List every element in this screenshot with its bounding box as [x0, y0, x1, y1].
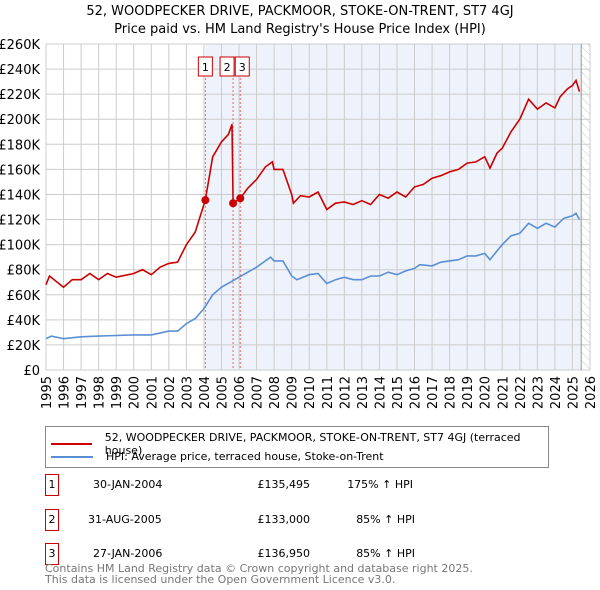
y-tick-label: £220K	[0, 88, 40, 103]
x-tick-label: 2001	[145, 376, 160, 409]
future-hatch	[581, 44, 590, 370]
x-tick-label: 2025	[566, 376, 581, 409]
y-tick-label: £140K	[0, 188, 40, 203]
x-tick-label: 2015	[391, 376, 406, 409]
sale-hpi-change: 85% ↑ HPI	[356, 513, 415, 526]
x-tick-label: 2022	[514, 376, 529, 409]
sale-price: £135,495	[257, 478, 311, 491]
x-tick-label: 2008	[268, 376, 283, 409]
legend-item-hpi: HPI: Average price, terraced house, Stok…	[51, 450, 384, 463]
sale-marker-box	[197, 56, 213, 77]
x-tick-label: 2018	[444, 376, 459, 409]
x-tick-label: 2003	[180, 376, 195, 409]
x-tick-label: 2013	[356, 376, 371, 409]
x-tick-label: 2009	[286, 376, 301, 409]
sale-hpi-change: 85% ↑ HPI	[356, 547, 415, 560]
chart-subtitle: Price paid vs. HM Land Registry's House …	[114, 22, 486, 37]
sale-marker-number: 1	[45, 474, 59, 496]
x-tick-label: 2023	[531, 376, 546, 409]
x-tick-label: 2014	[373, 376, 388, 409]
y-tick-label: £0	[23, 364, 40, 379]
sale-marker-box	[234, 56, 250, 77]
property-line	[45, 78, 581, 289]
footer-copyright: Contains HM Land Registry data © Crown c…	[45, 562, 473, 575]
y-tick-label: £60K	[7, 289, 41, 304]
property-line-swatch	[51, 443, 92, 445]
x-tick-label: 2026	[584, 376, 599, 409]
x-tick-label: 2010	[303, 376, 318, 409]
y-tick-label: £100K	[0, 239, 40, 254]
x-tick-label: 2021	[496, 376, 511, 409]
x-tick-label: 2004	[198, 376, 213, 409]
sale-price: £136,950	[257, 547, 311, 560]
price-chart: £0 £20K £40K £60K £80K £100K £120K £140K £160K £1…	[0, 38, 599, 409]
sale-marker-label: 3	[239, 61, 246, 74]
footer-licence: This data is licensed under the Open Gov…	[45, 573, 396, 586]
sale-marker-box	[219, 56, 235, 77]
x-tick-label: 2017	[426, 376, 441, 409]
x-tick-label: 2012	[338, 376, 353, 409]
y-tick-label: £20K	[7, 339, 41, 354]
legend-item-property: 52, WOODPECKER DRIVE, PACKMOOR, STOKE-ON…	[51, 431, 548, 457]
sale-marker-number: 3	[45, 543, 59, 565]
y-tick-label: £180K	[0, 138, 40, 153]
legend-label-hpi: HPI: Average price, terraced house, Stok…	[106, 450, 384, 463]
y-tick-label: £120K	[0, 214, 40, 229]
sale-point	[229, 199, 238, 208]
sale-marker-number: 2	[45, 509, 59, 531]
sale-date: 30-JAN-2004	[93, 478, 163, 491]
hpi-line-swatch	[51, 455, 93, 458]
x-tick-label: 2006	[233, 376, 248, 409]
sale-point	[236, 194, 245, 203]
x-tick-label: 2024	[549, 376, 564, 409]
sale-row: 3 27-JAN-2006 £136,950 85% ↑ HPI	[45, 543, 545, 565]
x-tick-label: 1998	[93, 376, 108, 409]
sale-point	[201, 196, 210, 205]
x-tick-label: 1995	[40, 376, 55, 409]
legend-label-property: 52, WOODPECKER DRIVE, PACKMOOR, STOKE-ON…	[104, 431, 521, 457]
sale-hpi-change: 175% ↑ HPI	[347, 478, 413, 491]
x-tick-label: 1999	[110, 376, 125, 409]
sale-date: 27-JAN-2006	[93, 547, 163, 560]
sale-price: £133,000	[257, 513, 311, 526]
y-tick-label: £260K	[0, 38, 40, 53]
x-tick-label: 1997	[75, 376, 90, 409]
y-tick-label: £240K	[0, 63, 40, 78]
chart-title: 52, WOODPECKER DRIVE, PACKMOOR, STOKE-ON…	[86, 4, 514, 19]
sale-row: 2 31-AUG-2005 £133,000 85% ↑ HPI	[45, 509, 545, 531]
y-tick-label: £160K	[0, 163, 40, 178]
sale-row: 1 30-JAN-2004 £135,495 175% ↑ HPI	[45, 474, 545, 496]
x-tick-label: 2019	[461, 376, 476, 409]
y-tick-label: £200K	[0, 113, 40, 128]
post-sale-shading	[205, 44, 582, 370]
hpi-line	[45, 212, 581, 340]
y-tick-label: £80K	[7, 264, 41, 279]
sale-marker-label: 1	[202, 61, 209, 74]
legend: 52, WOODPECKER DRIVE, PACKMOOR, STOKE-ON…	[45, 426, 549, 468]
x-tick-label: 1996	[58, 376, 73, 409]
x-tick-label: 2005	[215, 376, 230, 409]
x-tick-label: 2007	[251, 376, 266, 409]
x-tick-label: 2016	[409, 376, 424, 409]
x-tick-label: 2002	[163, 376, 178, 409]
y-tick-label: £40K	[7, 314, 41, 329]
x-tick-label: 2020	[479, 376, 494, 409]
sale-marker-label: 2	[224, 61, 231, 74]
sale-date: 31-AUG-2005	[88, 513, 162, 526]
x-tick-label: 2011	[321, 376, 336, 409]
x-tick-label: 2000	[128, 376, 143, 409]
